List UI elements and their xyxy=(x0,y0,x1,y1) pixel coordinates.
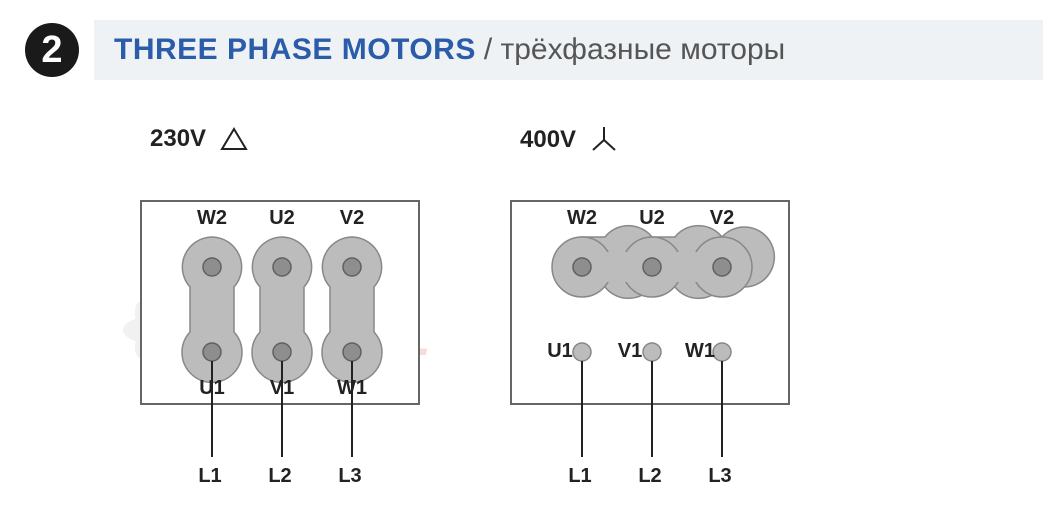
terminal-v2-d xyxy=(343,258,361,276)
title-english: THREE PHASE MOTORS xyxy=(114,33,476,67)
label-u2-s: U2 xyxy=(632,207,672,230)
label-l3-s: L3 xyxy=(700,465,740,488)
section-badge: 2 xyxy=(25,23,79,77)
label-l1-d: L1 xyxy=(190,465,230,488)
label-u1-s: U1 xyxy=(540,340,580,363)
voltage-label-star: 400V xyxy=(520,125,620,155)
diagram-area: UEnTEL 230V xyxy=(0,110,1053,527)
label-v1-s: V1 xyxy=(610,340,650,363)
label-w1-s: W1 xyxy=(680,340,720,363)
terminal-w2-d xyxy=(203,258,221,276)
header-bar-container: 2 THREE PHASE MOTORS / трёхфазные моторы xyxy=(25,20,1043,80)
label-u2-d: U2 xyxy=(262,207,302,230)
header-bar: THREE PHASE MOTORS / трёхфазные моторы xyxy=(94,20,1043,80)
title-russian: / трёхфазные моторы xyxy=(484,33,785,67)
terminal-w1-d xyxy=(343,343,361,361)
label-u1-d: U1 xyxy=(192,377,232,400)
delta-symbol-icon xyxy=(218,125,250,153)
terminal-u1-d xyxy=(203,343,221,361)
label-l3-d: L3 xyxy=(330,465,370,488)
label-l2-d: L2 xyxy=(260,465,300,488)
terminal-u2-s xyxy=(643,258,661,276)
label-v1-d: V1 xyxy=(262,377,302,400)
terminal-w2-s xyxy=(573,258,591,276)
voltage-value-star: 400V xyxy=(520,126,576,154)
label-l2-s: L2 xyxy=(630,465,670,488)
terminal-v1-d xyxy=(273,343,291,361)
voltage-label-delta: 230V xyxy=(150,125,250,153)
terminal-u2-d xyxy=(273,258,291,276)
label-v2-s: V2 xyxy=(702,207,742,230)
label-w1-d: W1 xyxy=(332,377,372,400)
delta-wiring-box: W2 U2 V2 U1 V1 W1 xyxy=(140,200,420,405)
label-v2-d: V2 xyxy=(332,207,372,230)
label-w2-d: W2 xyxy=(192,207,232,230)
label-w2-s: W2 xyxy=(562,207,602,230)
voltage-value-delta: 230V xyxy=(150,125,206,153)
star-wiring-box: W2 U2 V2 U1 V1 W1 xyxy=(510,200,790,405)
terminal-v2-s xyxy=(713,258,731,276)
label-l1-s: L1 xyxy=(560,465,600,488)
star-symbol-icon xyxy=(588,125,620,155)
